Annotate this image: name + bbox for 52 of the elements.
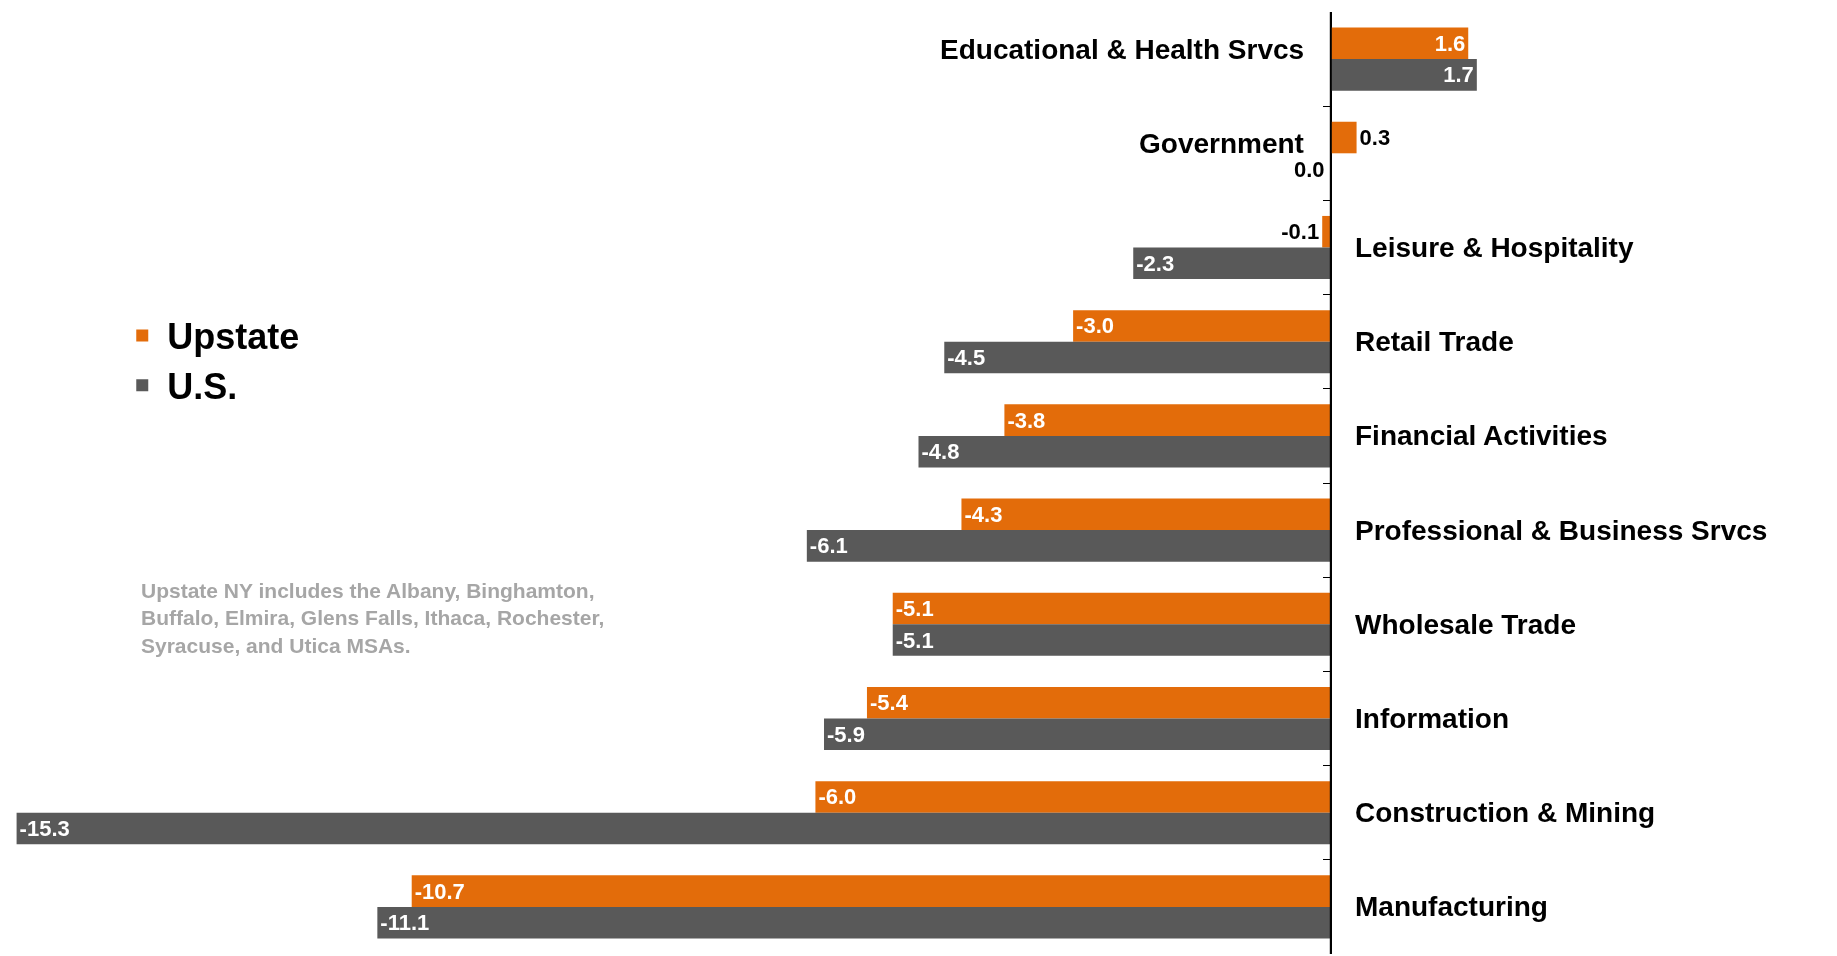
y-tick-label: Leisure & Hospitality	[1355, 232, 1634, 263]
y-tick-label: Wholesale Trade	[1355, 609, 1576, 640]
legend-label: U.S.	[167, 366, 238, 408]
bar	[892, 624, 1331, 656]
y-tick-label: Professional & Business Srvcs	[1355, 515, 1768, 546]
bar	[377, 906, 1331, 939]
bar	[961, 498, 1331, 531]
legend-label: Upstate	[167, 316, 300, 358]
data-label: -6.0	[818, 784, 857, 810]
bar	[1330, 121, 1357, 154]
data-label: -4.8	[921, 439, 960, 465]
bar	[806, 530, 1331, 562]
bar	[866, 686, 1331, 719]
bar	[1004, 404, 1331, 436]
data-label: -10.7	[414, 878, 465, 904]
data-label: -4.3	[964, 501, 1003, 527]
bar	[1073, 310, 1331, 342]
data-label: -15.3	[19, 815, 70, 841]
bar	[16, 812, 1331, 845]
data-label: -0.1	[1281, 219, 1320, 245]
y-tick-label: Manufacturing	[1355, 891, 1548, 922]
data-label: -5.1	[895, 627, 934, 653]
y-tick-label: Government	[1139, 128, 1304, 159]
data-label: -5.4	[869, 690, 909, 716]
y-tick-label: Retail Trade	[1355, 326, 1514, 357]
data-label: -4.5	[947, 344, 986, 370]
y-tick-label: Construction & Mining	[1355, 797, 1656, 828]
bar	[815, 781, 1331, 813]
bar	[1322, 215, 1331, 248]
y-tick-label: Financial Activities	[1355, 420, 1608, 451]
data-label: -5.9	[827, 721, 865, 747]
data-label: 1.7	[1443, 62, 1474, 88]
y-tick-label: Educational & Health Srvcs	[940, 34, 1305, 65]
bar	[1330, 59, 1477, 91]
bar	[918, 435, 1331, 468]
data-label: -2.3	[1136, 250, 1175, 276]
data-label: 1.6	[1434, 30, 1466, 56]
data-label: -5.1	[895, 596, 934, 622]
data-label: -6.1	[809, 533, 848, 559]
data-label: 0.3	[1359, 125, 1391, 151]
annotation: Upstate NY includes the Albany, Binghamton, Buffalo, Elmira, Glens Falls, Ithaca, Rochester, Syracuse, and Utica MSAs.	[141, 579, 605, 657]
bar	[944, 341, 1331, 374]
bar	[892, 592, 1331, 625]
bar	[411, 875, 1331, 907]
data-label: -11.1	[380, 910, 430, 936]
y-tick-label: Information	[1355, 703, 1509, 734]
data-label: -3.0	[1076, 313, 1115, 339]
bar	[1133, 247, 1331, 280]
data-label: 0.0	[1294, 157, 1325, 182]
bar	[1330, 27, 1469, 60]
data-label: -3.8	[1007, 407, 1046, 433]
bar	[824, 718, 1331, 751]
